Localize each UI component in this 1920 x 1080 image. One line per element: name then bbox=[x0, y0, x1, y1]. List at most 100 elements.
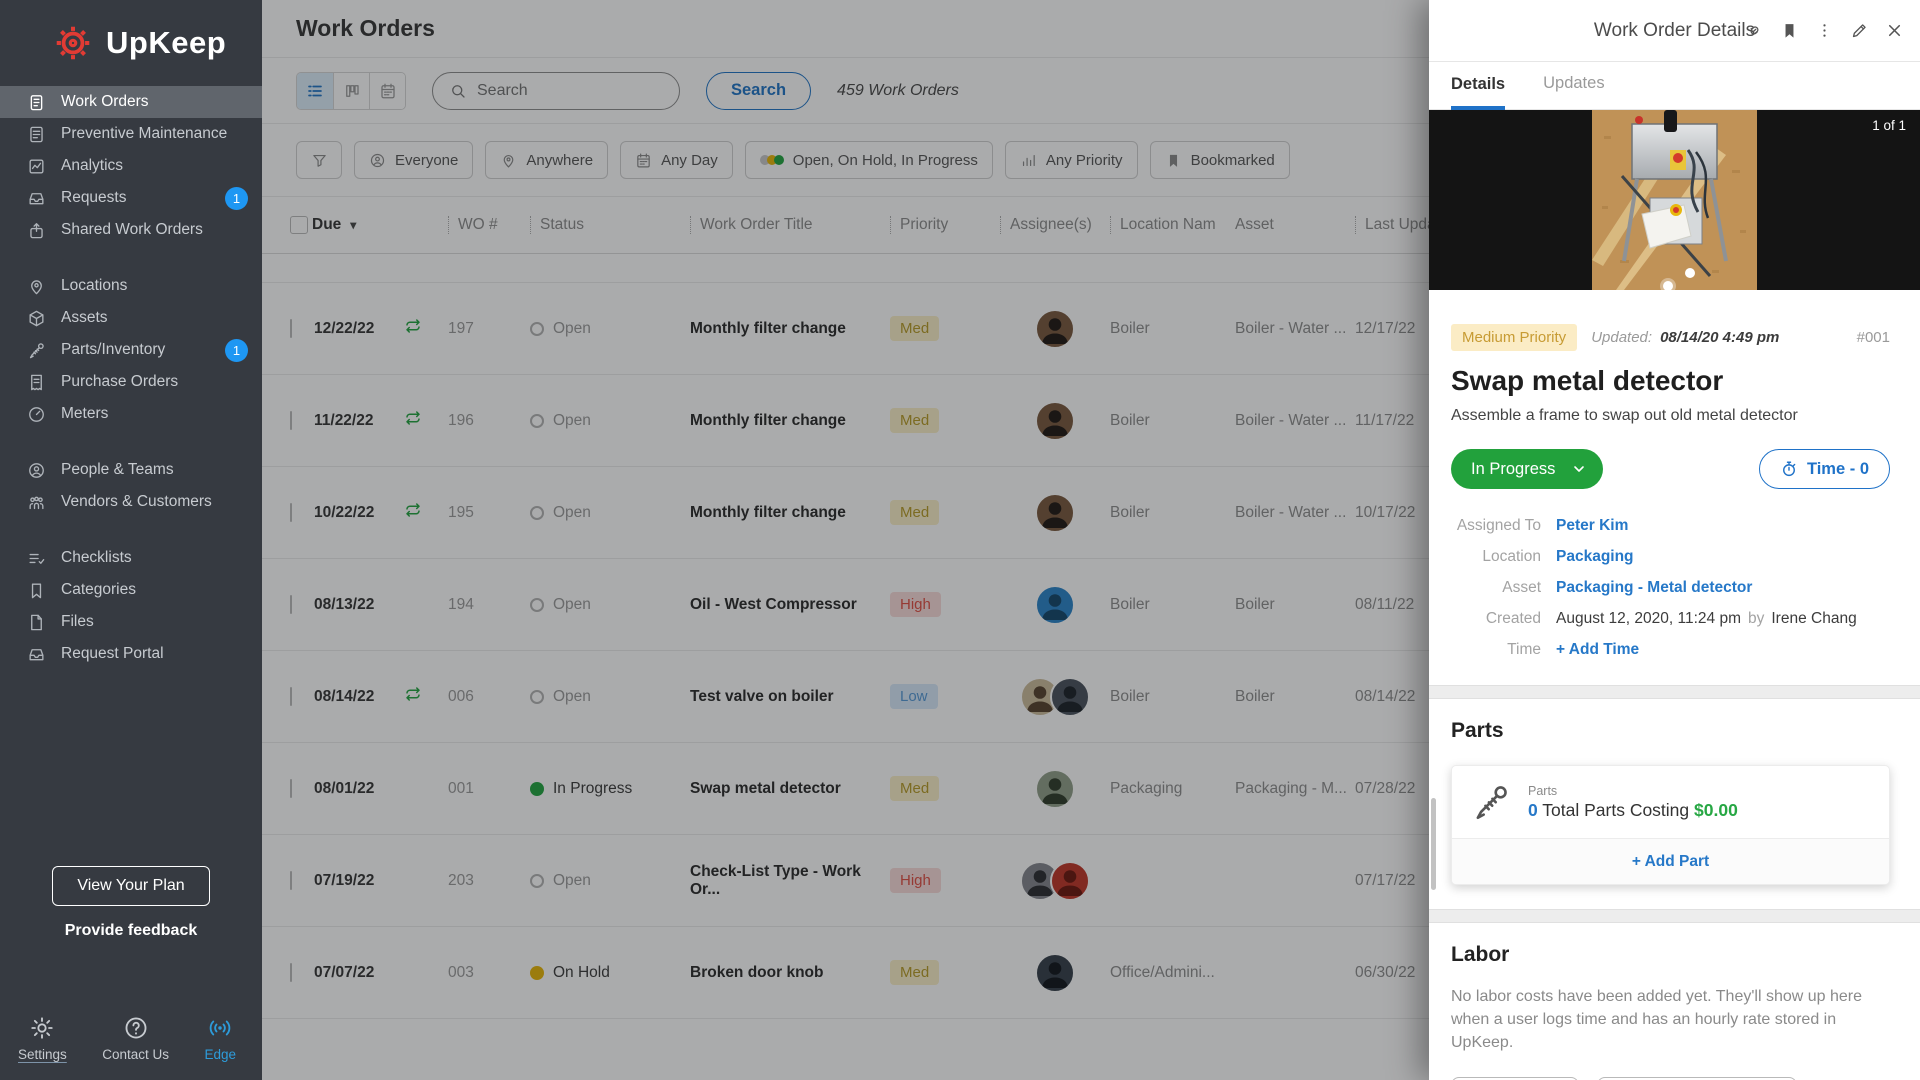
sidebar-item-assets[interactable]: Assets bbox=[0, 302, 262, 334]
row-checkbox[interactable] bbox=[290, 686, 292, 706]
labor-button-left[interactable] bbox=[1451, 1076, 1579, 1080]
row-checkbox[interactable] bbox=[290, 410, 292, 430]
table-row[interactable]: 08/14/22 006 Open Test valve on boiler L… bbox=[262, 651, 1920, 743]
panel-scrollbar[interactable] bbox=[1431, 798, 1436, 890]
table-row[interactable]: 12/22/22 197 Open Monthly filter change … bbox=[262, 283, 1920, 375]
status-dropdown[interactable]: In Progress bbox=[1451, 449, 1603, 489]
location-link[interactable]: Packaging bbox=[1556, 548, 1634, 565]
work-order-title[interactable]: Oil - West Compressor bbox=[690, 595, 857, 613]
provide-feedback-link[interactable]: Provide feedback bbox=[64, 922, 198, 939]
column-status[interactable]: Status bbox=[530, 197, 690, 253]
column-asset[interactable]: Asset bbox=[1235, 216, 1274, 233]
table-row[interactable]: 11/22/22 196 Open Monthly filter change … bbox=[262, 375, 1920, 467]
work-order-title[interactable]: Swap metal detector bbox=[690, 779, 841, 797]
parts-section: Parts Parts 0 Total Parts Costing $0.00 … bbox=[1429, 699, 1920, 909]
filter-assignee[interactable]: Everyone bbox=[354, 141, 474, 179]
upkeep-logo[interactable]: UpKeep bbox=[0, 0, 262, 64]
column-location[interactable]: Location Nam bbox=[1110, 197, 1235, 253]
table-row-selected[interactable]: 08/01/22 001 In Progress Swap metal dete… bbox=[262, 743, 1920, 835]
sidebar-item-meters[interactable]: Meters bbox=[0, 398, 262, 430]
asset-link[interactable]: Packaging - Metal detector bbox=[1556, 579, 1753, 596]
tab-updates[interactable]: Updates bbox=[1543, 74, 1605, 92]
settings-button[interactable]: Settings bbox=[18, 1015, 67, 1062]
table-row[interactable]: 08/13/22 194 Open Oil - West Compressor … bbox=[262, 559, 1920, 651]
add-time-link[interactable]: + Add Time bbox=[1556, 641, 1640, 658]
screw-icon bbox=[27, 341, 46, 360]
sidebar-item-people-teams[interactable]: People & Teams bbox=[0, 454, 262, 486]
sidebar-item-requests[interactable]: Requests 1 bbox=[0, 182, 262, 214]
sidebar-item-request-portal[interactable]: Request Portal bbox=[0, 638, 262, 670]
time-button[interactable]: Time - 0 bbox=[1758, 449, 1890, 489]
sidebar-item-analytics[interactable]: Analytics bbox=[0, 150, 262, 182]
search-input[interactable] bbox=[477, 81, 663, 100]
row-checkbox[interactable] bbox=[290, 962, 292, 982]
view-your-plan-button[interactable]: View Your Plan bbox=[52, 866, 210, 906]
carousel-dot-active[interactable] bbox=[1662, 281, 1673, 291]
more-options-icon[interactable] bbox=[1815, 21, 1834, 40]
column-priority[interactable]: Priority bbox=[890, 197, 1000, 253]
field-location: Location Packaging bbox=[1451, 548, 1890, 566]
status-open-icon bbox=[530, 873, 544, 888]
last-updated-cell: 06/30/22 bbox=[1355, 963, 1416, 981]
work-order-title[interactable]: Test valve on boiler bbox=[690, 687, 834, 705]
filter-location[interactable]: Anywhere bbox=[485, 141, 609, 179]
table-row[interactable]: 07/07/22 003 On Hold Broken door knob Me… bbox=[262, 927, 1920, 1019]
sidebar-item-vendors-customers[interactable]: Vendors & Customers bbox=[0, 486, 262, 518]
row-checkbox[interactable] bbox=[290, 778, 292, 798]
close-icon[interactable] bbox=[1885, 21, 1904, 40]
column-due[interactable]: Due ▾ bbox=[312, 216, 357, 233]
assigned-to-link[interactable]: Peter Kim bbox=[1556, 517, 1629, 534]
sidebar-item-shared-work-orders[interactable]: Shared Work Orders bbox=[0, 214, 262, 246]
avatar bbox=[1035, 768, 1075, 809]
sidebar-item-files[interactable]: Files bbox=[0, 606, 262, 638]
copy-link-icon[interactable] bbox=[1745, 21, 1764, 40]
table-row[interactable]: 07/19/22 203 Open Check-List Type - Work… bbox=[262, 835, 1920, 927]
filter-funnel-button[interactable] bbox=[296, 141, 342, 179]
select-all-checkbox[interactable] bbox=[290, 216, 308, 234]
sidebar-item-locations[interactable]: Locations bbox=[0, 270, 262, 302]
labor-button-right[interactable] bbox=[1597, 1076, 1797, 1080]
sidebar: UpKeep Work Orders Preventive Maintenanc… bbox=[0, 0, 262, 1080]
add-part-link[interactable]: + Add Part bbox=[1452, 838, 1889, 884]
board-view-button[interactable] bbox=[333, 72, 369, 109]
row-checkbox[interactable] bbox=[290, 502, 292, 522]
work-order-title[interactable]: Check-List Type - Work Or... bbox=[690, 862, 861, 898]
contact-us-button[interactable]: Contact Us bbox=[102, 1015, 169, 1062]
sidebar-item-purchase-orders[interactable]: Purchase Orders bbox=[0, 366, 262, 398]
table-row[interactable]: 10/22/22 195 Open Monthly filter change … bbox=[262, 467, 1920, 559]
work-order-title[interactable]: Monthly filter change bbox=[690, 411, 846, 429]
sidebar-item-checklists[interactable]: Checklists bbox=[0, 542, 262, 574]
status-open-icon bbox=[530, 321, 544, 336]
filter-due-date[interactable]: Any Day bbox=[620, 141, 733, 179]
column-assignees[interactable]: Assignee(s) bbox=[1000, 197, 1110, 253]
row-checkbox[interactable] bbox=[290, 870, 292, 890]
person-circle-icon bbox=[27, 461, 46, 480]
edge-button[interactable]: Edge bbox=[204, 1015, 236, 1062]
work-order-title[interactable]: Monthly filter change bbox=[690, 503, 846, 521]
sidebar-item-categories[interactable]: Categories bbox=[0, 574, 262, 606]
filter-label: Everyone bbox=[395, 151, 459, 169]
work-order-title[interactable]: Monthly filter change bbox=[690, 319, 846, 337]
inbox-tray-icon bbox=[27, 189, 46, 208]
carousel-dot[interactable] bbox=[1684, 268, 1695, 278]
calendar-view-button[interactable] bbox=[369, 72, 405, 109]
filter-priority[interactable]: Any Priority bbox=[1004, 141, 1138, 179]
row-checkbox[interactable] bbox=[290, 318, 292, 338]
work-order-title[interactable]: Broken door knob bbox=[690, 963, 824, 981]
column-last-updated[interactable]: Last Upda bbox=[1355, 197, 1920, 253]
edit-pencil-icon[interactable] bbox=[1850, 21, 1869, 40]
photo-carousel[interactable]: 1 of 1 bbox=[1429, 110, 1920, 291]
sidebar-item-work-orders[interactable]: Work Orders bbox=[0, 86, 262, 118]
column-wo-number[interactable]: WO # bbox=[448, 197, 530, 253]
checklist-icon bbox=[27, 549, 46, 568]
sidebar-item-parts-inventory[interactable]: Parts/Inventory 1 bbox=[0, 334, 262, 366]
list-view-button[interactable] bbox=[297, 72, 333, 109]
column-title[interactable]: Work Order Title bbox=[690, 197, 890, 253]
row-checkbox[interactable] bbox=[290, 594, 292, 614]
filter-bookmarked[interactable]: Bookmarked bbox=[1149, 141, 1290, 179]
sidebar-item-preventive-maintenance[interactable]: Preventive Maintenance bbox=[0, 118, 262, 150]
bookmark-filled-icon[interactable] bbox=[1780, 21, 1799, 40]
tab-details[interactable]: Details bbox=[1451, 75, 1506, 110]
search-button[interactable]: Search bbox=[706, 71, 812, 110]
filter-status[interactable]: Open, On Hold, In Progress bbox=[744, 141, 993, 179]
